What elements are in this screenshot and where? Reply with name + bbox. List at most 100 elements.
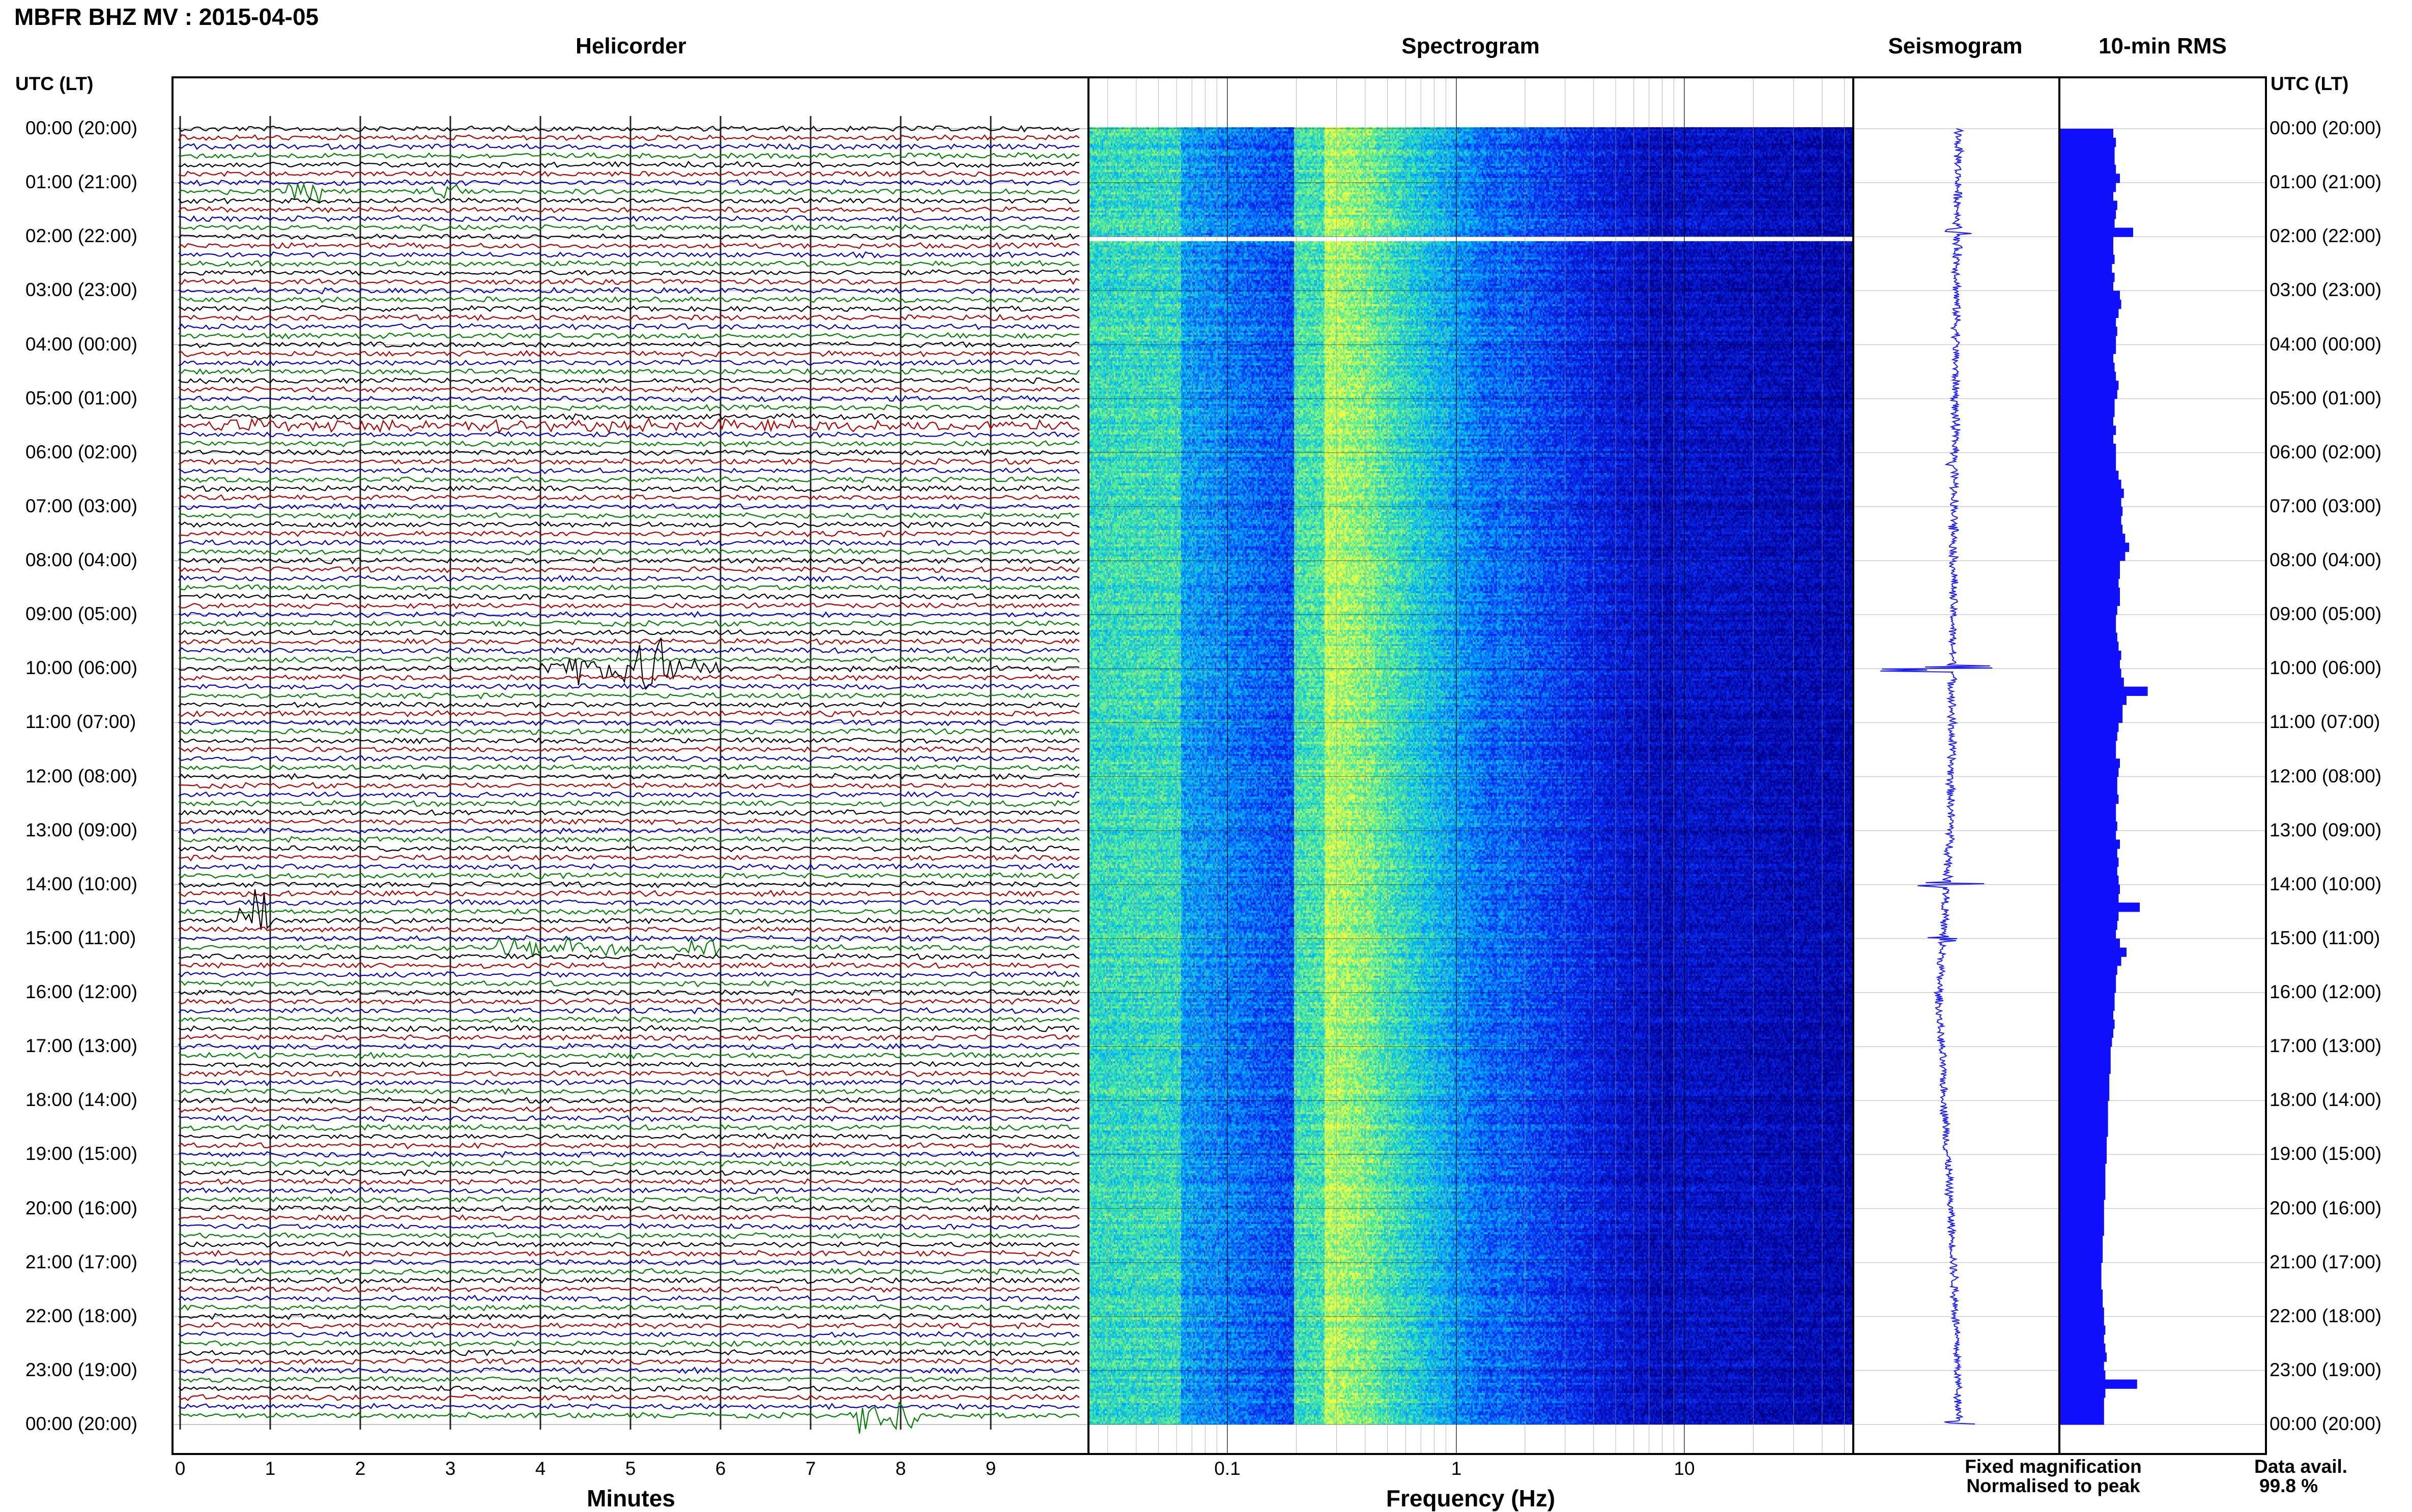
helicorder-plot bbox=[174, 116, 1087, 1434]
timezone-label-left: UTC (LT) bbox=[15, 73, 94, 94]
time-label-left: 21:00 (17:00) bbox=[25, 1251, 138, 1272]
time-label-left: 04:00 (00:00) bbox=[25, 333, 138, 355]
rms-bar bbox=[2060, 1137, 2107, 1146]
rms-bar bbox=[2060, 1208, 2104, 1218]
rms-bar bbox=[2060, 408, 2115, 417]
timezone-label-right: UTC (LT) bbox=[2271, 73, 2349, 94]
rms-bar bbox=[2060, 668, 2121, 678]
spectrogram-gridlines bbox=[1089, 78, 1852, 1453]
rms-bar bbox=[2060, 551, 2126, 561]
rms-bar bbox=[2060, 578, 2119, 588]
frequency-tick-label: 1 bbox=[1451, 1458, 1462, 1479]
rms-bar bbox=[2060, 794, 2119, 804]
rms-bar bbox=[2060, 1253, 2103, 1263]
rms-bar bbox=[2060, 417, 2113, 426]
time-label-right: 11:00 (07:00) bbox=[2270, 711, 2380, 733]
minute-tick-label: 1 bbox=[265, 1458, 276, 1479]
rms-bar bbox=[2060, 642, 2119, 651]
time-label-right: 10:00 (06:00) bbox=[2270, 657, 2382, 679]
time-label-left: 03:00 (23:00) bbox=[25, 279, 138, 301]
rms-bar bbox=[2060, 264, 2112, 273]
time-label-left: 22:00 (18:00) bbox=[25, 1305, 138, 1326]
time-label-left: 12:00 (08:00) bbox=[25, 765, 138, 787]
rms-bar bbox=[2060, 210, 2116, 219]
minute-tick-label: 2 bbox=[355, 1458, 366, 1479]
panel-title-helicorder: Helicorder bbox=[576, 34, 686, 59]
rms-bar bbox=[2060, 740, 2116, 750]
rms-bar bbox=[2060, 237, 2113, 246]
time-label-left: 01:00 (21:00) bbox=[25, 171, 138, 193]
time-label-right: 00:00 (20:00) bbox=[2270, 1413, 2382, 1434]
minute-tick-label: 7 bbox=[805, 1458, 816, 1479]
frequency-tick-label: 0.1 bbox=[1214, 1458, 1241, 1479]
rms-bar bbox=[2060, 596, 2120, 606]
rms-bar bbox=[2060, 903, 2140, 912]
rms-bar bbox=[2060, 884, 2120, 894]
rms-bar bbox=[2060, 425, 2116, 435]
rms-bar bbox=[2060, 722, 2119, 732]
rms-bar bbox=[2060, 1109, 2108, 1119]
rms-bar bbox=[2060, 1244, 2103, 1254]
time-label-right: 20:00 (16:00) bbox=[2270, 1197, 2382, 1218]
rms-bar bbox=[2060, 1064, 2111, 1074]
rms-bar bbox=[2060, 938, 2120, 948]
seismogram-trace bbox=[1880, 128, 1993, 1424]
time-label-left: 14:00 (10:00) bbox=[25, 873, 138, 894]
rms-bar bbox=[2060, 821, 2117, 831]
minute-tick-label: 9 bbox=[985, 1458, 996, 1479]
time-label-left: 19:00 (15:00) bbox=[25, 1143, 138, 1165]
time-label-left: 09:00 (05:00) bbox=[25, 603, 138, 625]
rms-bar bbox=[2060, 498, 2121, 507]
time-label-left: 16:00 (12:00) bbox=[25, 981, 138, 1002]
rms-bar bbox=[2060, 533, 2126, 543]
rms-bar bbox=[2060, 147, 2115, 156]
time-label-right: 04:00 (00:00) bbox=[2270, 333, 2382, 355]
rms-bar bbox=[2060, 300, 2121, 309]
rms-bar bbox=[2060, 1397, 2104, 1407]
time-label-left: 11:00 (07:00) bbox=[25, 711, 136, 733]
rms-bar bbox=[2060, 308, 2119, 318]
rms-bar bbox=[2060, 956, 2121, 966]
rms-bar bbox=[2060, 650, 2121, 660]
rms-bar bbox=[2060, 183, 2116, 192]
time-label-right: 05:00 (01:00) bbox=[2270, 387, 2382, 409]
rms-bar bbox=[2060, 1281, 2102, 1290]
rms-bar bbox=[2060, 1217, 2104, 1227]
legend-fixed-magnification: Fixed magnification bbox=[1965, 1456, 2142, 1477]
rms-bar bbox=[2060, 1235, 2103, 1245]
rms-bar bbox=[2060, 354, 2113, 363]
time-label-right: 00:00 (20:00) bbox=[2270, 118, 2382, 138]
rms-bar bbox=[2060, 542, 2130, 552]
rms-bar bbox=[2060, 461, 2116, 471]
rms-bar bbox=[2060, 317, 2116, 327]
rms-bar bbox=[2060, 1289, 2103, 1299]
rms-bar bbox=[2060, 759, 2120, 768]
rms-bar bbox=[2060, 857, 2119, 867]
time-label-right: 16:00 (12:00) bbox=[2270, 981, 2382, 1002]
rms-bar bbox=[2060, 1010, 2113, 1020]
rms-bar bbox=[2060, 479, 2121, 489]
rms-bar bbox=[2060, 705, 2123, 714]
data-availability-label: Data avail. bbox=[2254, 1456, 2348, 1477]
rms-bar bbox=[2060, 327, 2117, 336]
time-label-left: 00:00 (20:00) bbox=[25, 1413, 138, 1434]
rms-bar bbox=[2060, 290, 2120, 300]
minute-tick-label: 0 bbox=[175, 1458, 186, 1479]
minute-tick-label: 4 bbox=[535, 1458, 546, 1479]
rms-bar bbox=[2060, 1164, 2106, 1173]
rms-bar bbox=[2060, 1226, 2104, 1236]
rms-bar bbox=[2060, 227, 2133, 237]
time-label-left: 06:00 (02:00) bbox=[25, 441, 138, 462]
rms-bar bbox=[2060, 974, 2116, 984]
rms-bar bbox=[2060, 452, 2116, 462]
rms-bar bbox=[2060, 605, 2117, 615]
time-label-left: 15:00 (11:00) bbox=[25, 927, 136, 948]
rms-bar bbox=[2060, 749, 2116, 759]
rms-bar bbox=[2060, 1100, 2108, 1110]
rms-bar bbox=[2060, 344, 2116, 354]
rms-bar bbox=[2060, 569, 2120, 579]
rms-bar bbox=[2060, 695, 2127, 705]
rms-bar bbox=[2060, 1298, 2103, 1308]
rms-bar bbox=[2060, 947, 2127, 957]
rms-bar bbox=[2060, 371, 2116, 381]
